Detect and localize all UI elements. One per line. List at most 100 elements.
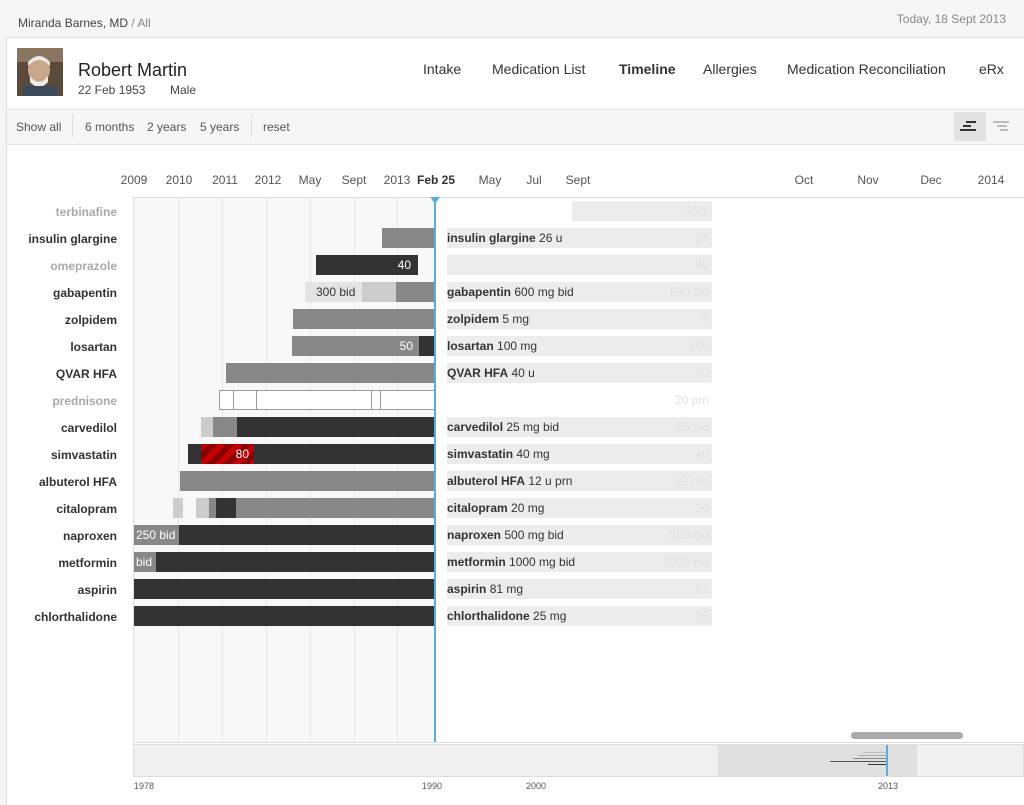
current-med-bar[interactable] (447, 606, 712, 626)
tab-timeline[interactable]: Timeline (619, 61, 676, 77)
history-segment[interactable] (173, 498, 183, 518)
history-segment[interactable] (179, 525, 435, 545)
filter-6-months[interactable]: 6 months (85, 120, 135, 134)
current-med-bar[interactable] (447, 228, 712, 248)
current-dose: 40 (695, 447, 709, 461)
current-med-detail: 5 mg (502, 312, 530, 326)
history-segment[interactable] (396, 282, 435, 302)
history-segment-alert[interactable]: 80 (201, 444, 254, 464)
axis-tick: Sept (341, 173, 367, 187)
history-segment[interactable]: 250 bid (134, 525, 179, 545)
current-med-bar[interactable] (447, 363, 712, 383)
current-med-bar[interactable] (447, 498, 712, 518)
current-dose: 500 bid (669, 528, 709, 542)
current-med-bar[interactable] (572, 201, 712, 221)
current-med-bar[interactable] (447, 444, 712, 464)
current-med-detail: 1000 mg bid (509, 555, 576, 569)
history-segment[interactable] (134, 579, 435, 599)
overview-tick: 1990 (421, 781, 443, 791)
overview-tick: 1978 (133, 781, 155, 791)
history-segment[interactable] (293, 309, 435, 329)
current-med-bar[interactable] (447, 282, 712, 302)
tab-erx[interactable]: eRx (979, 61, 1004, 77)
history-segment[interactable] (382, 228, 435, 248)
med-label-naproxen[interactable]: naproxen (62, 529, 117, 543)
history-segment[interactable] (134, 606, 435, 626)
prn-marker (233, 390, 234, 410)
tab-medication-reconciliation[interactable]: Medication Reconciliation (787, 61, 946, 77)
current-med-bar[interactable] (447, 471, 712, 491)
med-label-omeprazole[interactable]: omeprazole (50, 259, 117, 273)
history-segment[interactable] (201, 417, 213, 437)
med-label-terbinafine[interactable]: terbinafine (55, 205, 117, 219)
med-label-zolpidem[interactable]: zolpidem (64, 313, 117, 327)
prn-marker (371, 390, 372, 410)
history-segment[interactable]: 300 bid (305, 282, 362, 302)
med-label-carvedilol[interactable]: carvedilol (60, 421, 117, 435)
current-med-name: gabapentin (447, 285, 512, 299)
med-label-aspirin[interactable]: aspirin (77, 583, 117, 597)
med-label-losartan[interactable]: losartan (70, 340, 117, 354)
history-segment[interactable] (419, 336, 435, 356)
history-segment[interactable] (209, 498, 216, 518)
current-med-detail: 25 mg (533, 609, 567, 623)
history-segment[interactable]: 40 (316, 255, 418, 275)
tab-allergies[interactable]: Allergies (703, 61, 757, 77)
current-med-name: zolpidem (447, 312, 500, 326)
current-dose: 26 (695, 231, 709, 245)
med-label-metformin[interactable]: metformin (58, 556, 117, 570)
med-label-gabapentin[interactable]: gabapentin (52, 286, 117, 300)
history-dose-label: 250 bid (136, 528, 176, 542)
history-dose-label: 50 (399, 339, 413, 353)
current-med-bar[interactable] (447, 579, 712, 599)
history-segment[interactable]: 50 (292, 336, 419, 356)
med-label-qvar-hfa[interactable]: QVAR HFA (55, 367, 117, 381)
current-med-bar[interactable] (447, 417, 712, 437)
current-med-bar[interactable] (447, 309, 712, 329)
filter-reset[interactable]: reset (263, 120, 290, 134)
horizontal-scrollbar[interactable] (851, 732, 963, 739)
med-label-citalopram[interactable]: citalopram (56, 502, 117, 516)
history-segment[interactable] (156, 552, 435, 572)
med-label-insulin-glargine[interactable]: insulin glargine (28, 232, 117, 246)
history-segment[interactable] (226, 363, 435, 383)
history-segment[interactable] (216, 498, 236, 518)
current-med-text: simvastatin 40 mg (447, 444, 550, 464)
filter-5-years[interactable]: 5 years (200, 120, 240, 134)
med-label-prednisone[interactable]: prednisone (52, 394, 117, 408)
current-med-text: zolpidem 5 mg (447, 309, 529, 329)
breadcrumb-user[interactable]: Miranda Barnes, MD (18, 16, 129, 30)
current-med-detail: 12 u prn (528, 474, 573, 488)
today-marker-icon[interactable] (430, 197, 440, 204)
breadcrumb-scope[interactable]: All (137, 16, 151, 30)
view-sorted-button[interactable] (988, 112, 1016, 141)
current-med-bar[interactable] (447, 525, 712, 545)
history-segment[interactable] (213, 417, 237, 437)
axis-tick: 2011 (212, 173, 238, 187)
current-dose: 25 (695, 609, 709, 623)
current-med-bar[interactable] (447, 255, 712, 275)
med-label-chlorthalidone[interactable]: chlorthalidone (34, 610, 117, 624)
med-label-simvastatin[interactable]: simvastatin (50, 448, 117, 462)
view-timeline-button[interactable] (954, 112, 986, 141)
current-med-text: carvedilol 25 mg bid (447, 417, 559, 437)
today-line (434, 198, 436, 742)
filter-show-all[interactable]: Show all (16, 120, 62, 134)
patient-sex: Male (170, 83, 197, 97)
overview-window[interactable] (718, 745, 917, 776)
current-med-bar[interactable] (447, 552, 712, 572)
history-segment[interactable] (196, 498, 209, 518)
current-med-name: metformin (447, 555, 506, 569)
history-segment[interactable] (180, 471, 435, 491)
med-label-albuterol-hfa[interactable]: albuterol HFA (38, 475, 117, 489)
current-med-bar[interactable] (447, 336, 712, 356)
history-segment[interactable] (237, 417, 435, 437)
history-segment[interactable] (236, 498, 435, 518)
filter-2-years[interactable]: 2 years (147, 120, 187, 134)
history-segment[interactable] (219, 390, 435, 410)
current-med-text: albuterol HFA 12 u prn (447, 471, 572, 491)
tab-intake[interactable]: Intake (423, 61, 462, 77)
tab-medication-list[interactable]: Medication List (492, 61, 586, 77)
history-dose-label: 40 (397, 258, 411, 272)
history-segment[interactable]: bid (134, 552, 156, 572)
